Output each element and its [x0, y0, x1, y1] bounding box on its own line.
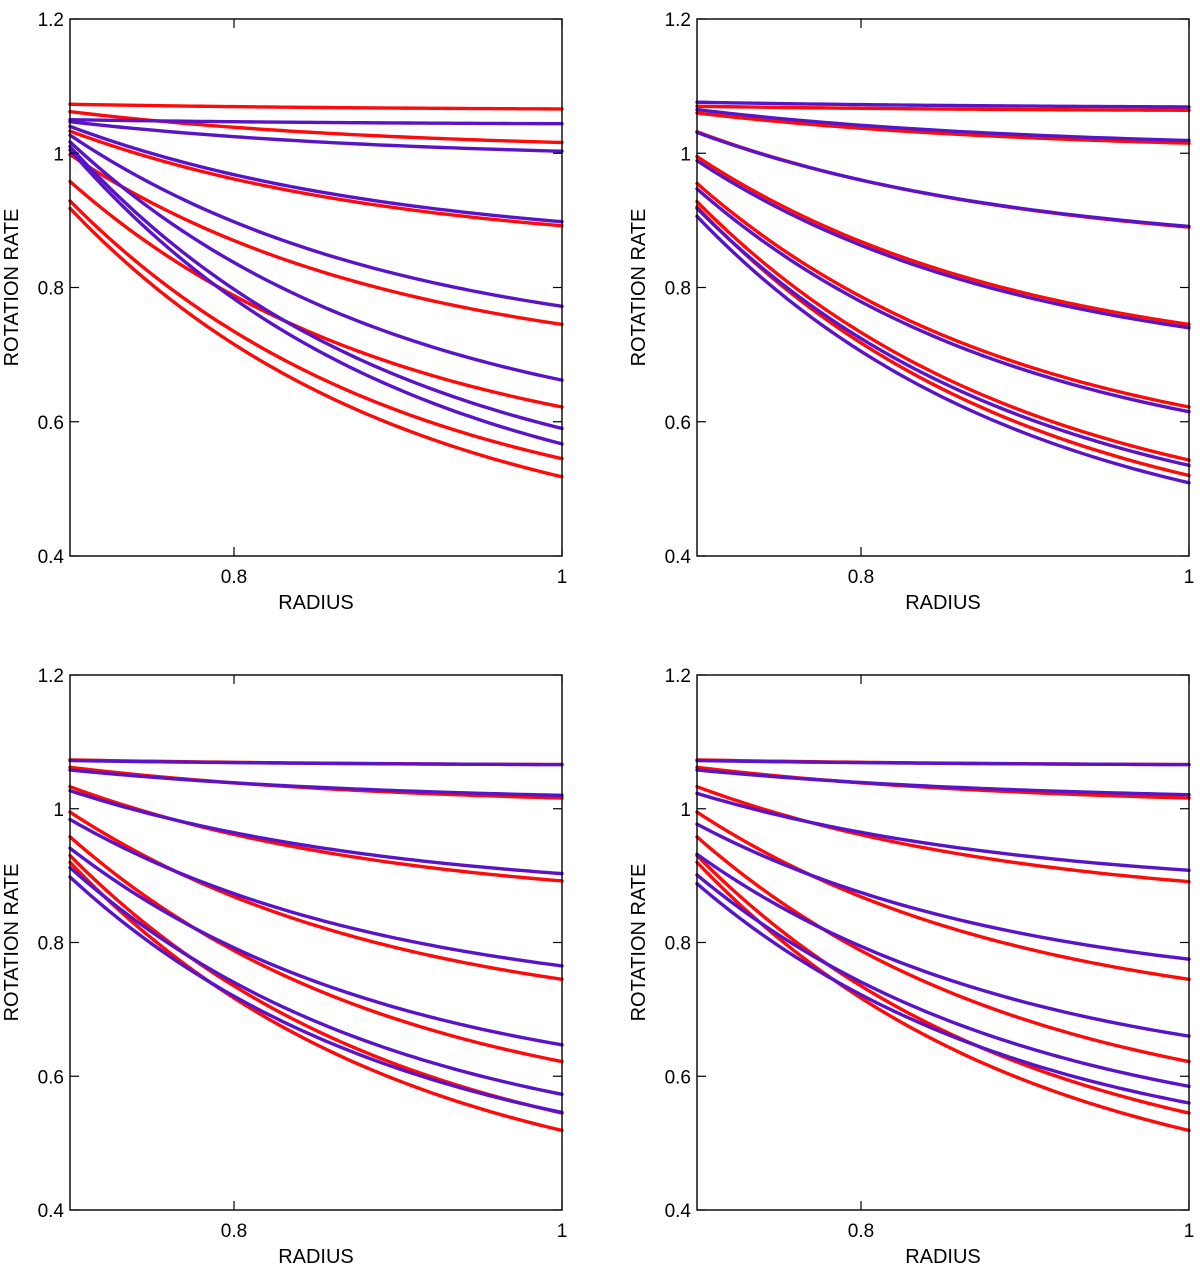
series-line-red-5	[68, 835, 564, 1064]
y-axis-title: ROTATION RATE	[628, 864, 650, 1022]
series-line-blue-2	[695, 107, 1191, 143]
y-tick-label: 1	[53, 800, 64, 821]
series-line-blue-4	[695, 822, 1191, 961]
y-tick-label: 1.2	[665, 10, 691, 31]
x-tick-label: 0.8	[848, 567, 874, 588]
series-line-red-3	[695, 784, 1191, 884]
series-line-blue-3	[695, 791, 1191, 872]
series-line-blue-4	[68, 817, 564, 968]
series-line-blue-2	[68, 768, 564, 798]
series-line-red-7	[68, 860, 564, 1133]
series-line-blue-6	[695, 873, 1191, 1088]
y-tick-label: 0.6	[38, 1067, 64, 1088]
x-tick-label: 1	[557, 567, 568, 588]
y-tick-label: 1	[680, 144, 691, 165]
series-line-blue-5	[695, 187, 1191, 414]
y-tick-label: 0.8	[665, 279, 691, 300]
series-line-blue-5	[68, 140, 564, 382]
series-line-blue-7	[695, 214, 1191, 485]
x-tick-label: 1	[1184, 567, 1195, 588]
series-line-red-7	[68, 206, 564, 479]
series-line-red-5	[68, 179, 564, 409]
x-tick-label: 0.8	[221, 1221, 247, 1242]
series-line-blue-6	[68, 144, 564, 431]
series-line-blue-6	[68, 865, 564, 1097]
y-tick-label: 0.4	[38, 1201, 65, 1222]
y-axis-title: ROTATION RATE	[1, 209, 23, 367]
y-tick-label: 1.2	[665, 666, 691, 687]
y-tick-label: 0.8	[665, 934, 691, 955]
series-line-blue-1	[695, 100, 1191, 109]
series-line-red-7	[695, 860, 1191, 1133]
y-tick-label: 0.6	[665, 413, 691, 434]
x-axis-title: RADIUS	[278, 592, 354, 614]
x-tick-label: 1	[557, 1221, 568, 1242]
y-tick-label: 0.4	[38, 547, 65, 568]
x-tick-label: 0.8	[848, 1221, 874, 1242]
series-line-blue-3	[695, 130, 1191, 229]
series-line-blue-1	[68, 117, 564, 126]
x-axis-title: RADIUS	[905, 1246, 981, 1268]
y-tick-label: 1.2	[38, 10, 64, 31]
series-line-red-6	[695, 853, 1191, 1115]
series-line-red-1	[695, 104, 1191, 112]
y-tick-label: 0.6	[38, 413, 64, 434]
series-line-blue-5	[695, 852, 1191, 1038]
x-axis-title: RADIUS	[905, 592, 981, 614]
chart-panel-bottom-right: 0.8 1 0.4 0.6 0.8 1 1.2 RADIUS ROTATION RATE	[628, 666, 1194, 1268]
x-tick-label: 1	[1184, 1221, 1195, 1242]
series-line-red-5	[695, 181, 1191, 409]
series-line-blue-5	[68, 846, 564, 1047]
y-tick-label: 0.6	[665, 1067, 691, 1088]
plot-frame	[69, 18, 563, 557]
x-axis-title: RADIUS	[278, 1246, 354, 1268]
series-line-blue-3	[68, 124, 564, 224]
y-axis-title: ROTATION RATE	[1, 864, 23, 1022]
series-line-blue-1	[68, 758, 564, 767]
y-tick-label: 0.8	[38, 279, 64, 300]
y-tick-label: 0.8	[38, 934, 64, 955]
chart-panel-bottom-left: 0.8 1 0.4 0.6 0.8 1 1.2 RADIUS ROTATION RATE	[1, 666, 567, 1268]
series-line-red-5	[695, 835, 1191, 1064]
series-line-blue-2	[695, 768, 1191, 797]
x-tick-label: 0.8	[221, 567, 247, 588]
series-line-red-6	[695, 199, 1191, 462]
y-tick-label: 1	[680, 800, 691, 821]
series-line-blue-4	[68, 133, 564, 308]
series-line-blue-7	[68, 148, 564, 446]
plot-frame	[69, 674, 563, 1211]
series-line-blue-7	[68, 875, 564, 1115]
series-line-red-3	[68, 129, 564, 228]
series-line-blue-7	[695, 881, 1191, 1105]
series-line-red-1	[68, 102, 564, 111]
y-axis-title: ROTATION RATE	[628, 209, 650, 367]
series-line-blue-6	[695, 206, 1191, 468]
series-line-blue-4	[695, 158, 1191, 330]
series-line-red-4	[695, 154, 1191, 327]
chart-panel-top-right: 0.8 1 0.4 0.6 0.8 1 1.2 RADIUS ROTATION RATE	[628, 10, 1194, 614]
series-line-red-3	[695, 130, 1191, 229]
y-tick-label: 0.4	[665, 547, 692, 568]
series-line-red-4	[68, 152, 564, 327]
series-line-blue-1	[695, 758, 1191, 767]
series-line-red-2	[695, 111, 1191, 145]
y-tick-label: 0.4	[665, 1201, 692, 1222]
series-line-blue-3	[68, 788, 564, 876]
series-line-blue-2	[68, 119, 564, 153]
series-line-red-4	[695, 810, 1191, 981]
chart-panel-top-left: 0.8 1 0.4 0.6 0.8 1 1.2 RADIUS ROTATION RATE	[1, 10, 567, 614]
y-tick-label: 1	[53, 144, 64, 165]
series-line-red-2	[68, 109, 564, 145]
series-line-red-6	[68, 199, 564, 461]
y-tick-label: 1.2	[38, 666, 64, 687]
